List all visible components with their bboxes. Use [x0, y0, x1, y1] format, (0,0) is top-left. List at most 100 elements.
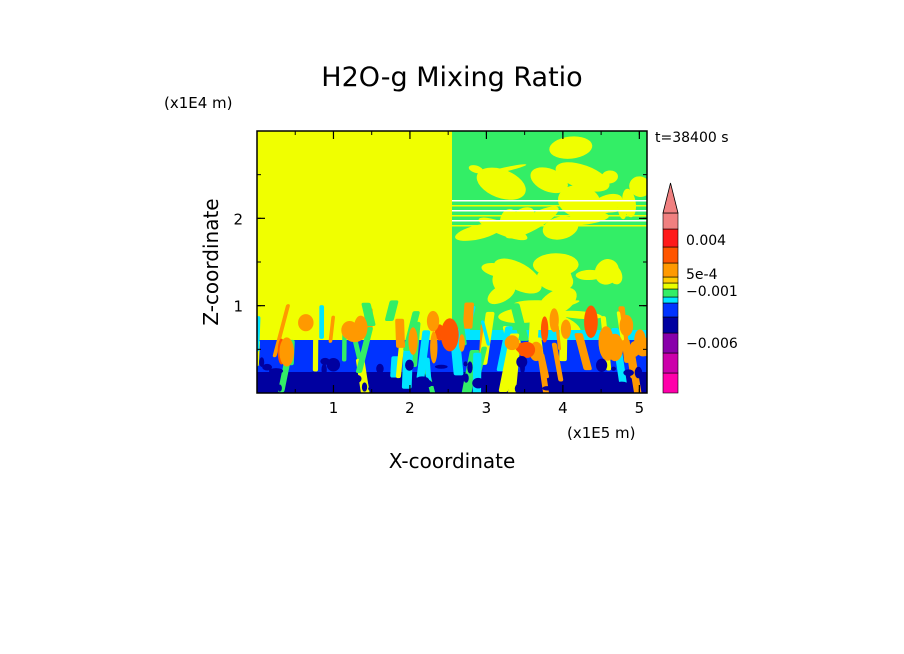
colorbar-label: −0.006 [686, 336, 738, 352]
blue-fleck [467, 361, 473, 374]
y-tick-label: 1 [233, 298, 243, 316]
colorbar-swatch [662, 332, 679, 354]
plume-top [440, 318, 459, 352]
plume [510, 303, 529, 341]
blue-fleck [415, 376, 430, 385]
blue-fleck [321, 363, 327, 376]
streak [452, 205, 647, 207]
blue-fleck [376, 363, 384, 374]
blue-fleck [368, 385, 378, 392]
colorbar-swatch [662, 262, 679, 278]
yellow-patch [594, 259, 619, 285]
colorbar-swatch [662, 246, 679, 264]
colorbar-swatch [662, 276, 679, 284]
plume [537, 353, 552, 393]
plume [385, 300, 399, 322]
yellow-patch [555, 300, 580, 308]
plume [646, 347, 647, 376]
colorbar-swatch [662, 282, 679, 290]
plume [395, 318, 405, 348]
streak [452, 225, 647, 227]
yellow-patch [492, 267, 518, 294]
streak [452, 215, 647, 217]
plume [355, 327, 373, 373]
y-axis-label: Z-coordinate [199, 198, 223, 325]
plume-top [619, 314, 634, 337]
x-unit-label: (x1E5 m) [567, 424, 636, 442]
blue-fleck [259, 357, 265, 367]
plume-top [430, 331, 438, 364]
x-tick-label: 3 [482, 399, 492, 417]
colorbar-swatch [662, 212, 679, 230]
x-tick-label: 2 [405, 399, 415, 417]
blue-fleck [542, 386, 553, 391]
blue-fleck [325, 378, 340, 385]
plume-top [279, 337, 295, 367]
blue-fleck [308, 371, 319, 377]
yellow-patch [478, 217, 528, 241]
plume [528, 317, 540, 347]
streak [452, 220, 647, 222]
blue-fleck [611, 366, 616, 371]
plume [361, 302, 376, 326]
plume [462, 302, 474, 329]
blue-fleck [520, 362, 525, 374]
plume-top [549, 308, 559, 333]
plume [220, 351, 233, 405]
blue-fleck [257, 372, 263, 378]
plume-top [346, 330, 364, 343]
yellow-patch [536, 267, 574, 292]
blue-fleck [482, 381, 494, 390]
blue-fleck [514, 383, 522, 393]
yellow-patch [575, 269, 604, 281]
blue-fleck [463, 373, 469, 383]
colorbar-swatch [662, 288, 679, 298]
colorbar-label: 0.004 [686, 233, 726, 249]
blue-fleck [268, 368, 284, 374]
plume-top [408, 327, 418, 355]
plume-top [298, 314, 314, 332]
x-tick-label: 5 [635, 399, 645, 417]
plume [272, 304, 290, 358]
blue-fleck [472, 377, 485, 389]
plume-top [598, 326, 614, 358]
time-label: t=38400 s [655, 130, 729, 146]
y-tick-label: 2 [233, 210, 243, 228]
blue-fleck [267, 385, 273, 393]
plume [455, 306, 467, 346]
plume-top [504, 335, 520, 351]
plume [193, 320, 214, 376]
yellow-patch [601, 170, 618, 184]
yellow-patch [629, 176, 647, 197]
plume [312, 332, 319, 372]
plume [551, 342, 564, 382]
plume [416, 330, 431, 379]
blue-fleck [405, 359, 414, 371]
blue-fleck [350, 374, 362, 384]
colorbar-label: −0.001 [686, 284, 738, 300]
colorbar: 0.004 5e-4−0.001 −0.006 [662, 182, 738, 394]
blue-fleck [614, 381, 630, 389]
plume [480, 320, 491, 346]
contour-field [193, 131, 647, 405]
colorbar-swatch [662, 228, 679, 248]
plume [555, 324, 561, 351]
axis-ticks: 1 2 3 4 5 1 2 [233, 131, 647, 417]
yellow-patch [538, 287, 577, 317]
x-tick-label: 4 [558, 399, 568, 417]
blue-fleck [262, 363, 273, 371]
colorbar-swatch [662, 302, 679, 318]
blue-fleck [596, 358, 608, 372]
colorbar-label: 5e-4 [686, 267, 718, 283]
x-tick-label: 1 [329, 399, 339, 417]
plume [507, 339, 521, 393]
blue-fleck [581, 375, 589, 386]
plume-top [518, 341, 536, 358]
blue-fleck [434, 364, 448, 369]
streak [452, 210, 647, 212]
yellow-patch [549, 136, 593, 159]
blue-fleck [277, 384, 282, 392]
plume [424, 357, 432, 382]
colorbar-extend-arrow [662, 182, 679, 214]
